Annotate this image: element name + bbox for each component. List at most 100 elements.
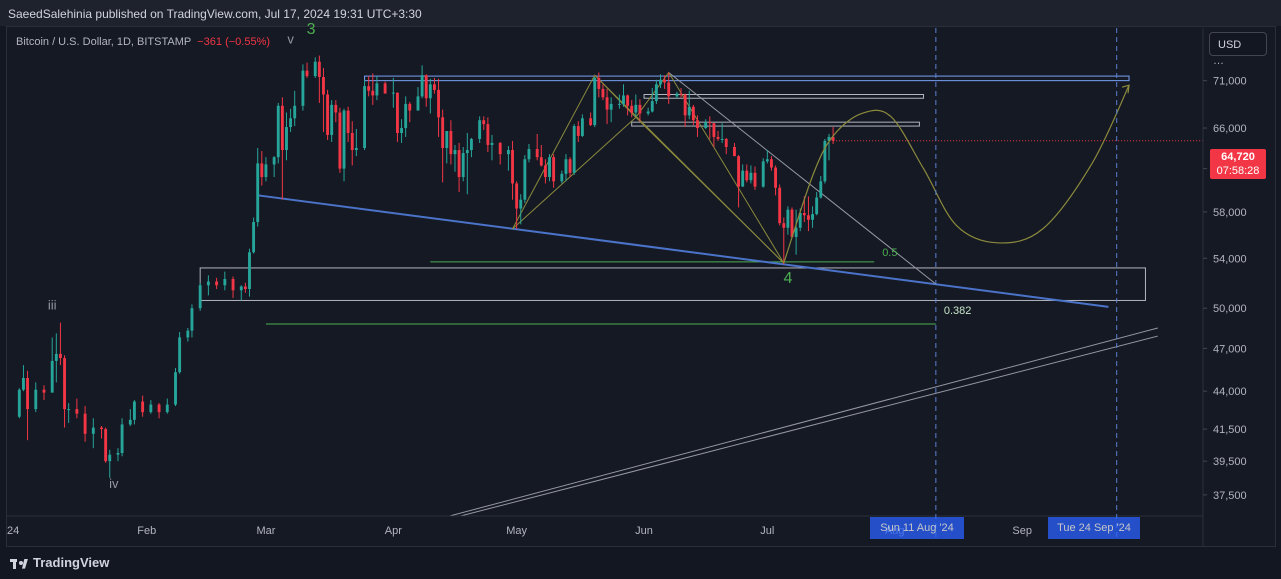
candle-body [63, 358, 66, 410]
candle-body [346, 110, 350, 133]
candle-body [724, 138, 728, 147]
candle-body [157, 404, 161, 413]
candle-body [568, 159, 572, 173]
candle-body [687, 106, 691, 116]
candle-body [811, 214, 814, 220]
candle-body [165, 404, 169, 413]
candle-body [564, 159, 568, 174]
candle-body [404, 103, 408, 129]
demand-zone-box [199, 267, 1146, 301]
candle-body [313, 61, 317, 77]
candle-body [375, 83, 379, 96]
candle-body [519, 199, 523, 209]
publisher-line: SaeedSalehinia published on TradingView.… [8, 7, 422, 21]
candle-body [498, 142, 502, 155]
currency-button[interactable]: USD [1209, 32, 1267, 56]
candle-body [223, 279, 227, 286]
candle-body [527, 149, 531, 160]
last-price-label: 64,720 07:58:28 [1210, 149, 1266, 179]
fib-level-label: 0.382 [944, 305, 972, 317]
y-tick-label: 71,000 [1213, 76, 1247, 88]
candle-body [749, 172, 753, 181]
date-marker-aug: Sun 11 Aug '24 [870, 517, 964, 539]
candle-body [17, 389, 21, 417]
candle-body [815, 197, 819, 215]
candle-body [243, 286, 247, 290]
candle-body [256, 163, 260, 223]
candle-body [679, 93, 683, 95]
candle-body [741, 170, 745, 187]
tradingview-logo-icon [10, 558, 28, 569]
x-tick-label: Jul [760, 525, 774, 537]
candle-body [593, 77, 597, 126]
candle-body [42, 389, 46, 393]
candle-body [141, 401, 145, 413]
y-tick-label: 44,000 [1213, 386, 1247, 398]
date-marker-sep: Tue 24 Sep '24 [1048, 517, 1140, 539]
candle-body [301, 70, 305, 106]
candle-body [391, 92, 395, 94]
x-tick-label: Apr [385, 525, 402, 537]
resistance-zone-box [643, 94, 925, 99]
candle-body [186, 330, 190, 338]
candle-body [720, 138, 724, 140]
declining-trendline [668, 72, 937, 285]
pattern-leg [594, 74, 785, 264]
candle-body [174, 372, 177, 405]
candle-body [54, 353, 58, 361]
y-tick-label: 58,000 [1213, 207, 1247, 219]
plot-area [17, 55, 1203, 516]
candle-body [408, 103, 412, 111]
candle-body [104, 429, 108, 462]
candle-body [543, 165, 547, 178]
candle-body [552, 157, 556, 182]
candle-body [580, 118, 584, 136]
candle-body [350, 132, 354, 151]
candle-body [424, 75, 428, 99]
candle-body [802, 213, 806, 216]
candle-body [367, 86, 371, 91]
candle-body [515, 183, 519, 209]
candle-body [280, 105, 284, 151]
candle-body [622, 95, 625, 104]
candle-body [453, 150, 457, 155]
candle-body [523, 159, 527, 200]
candle-body [486, 124, 490, 145]
candle-body [132, 401, 136, 420]
projection-arrow-head [1121, 84, 1130, 94]
tradingview-logo[interactable]: TradingView [10, 555, 109, 570]
candle-body [745, 170, 749, 181]
candle-body [198, 285, 202, 309]
candle-body [264, 164, 268, 178]
candle-body [34, 389, 38, 410]
candle-body [428, 84, 432, 99]
wave-label: iv [109, 476, 119, 491]
candle-body [190, 308, 194, 331]
x-tick-label: Mar [256, 525, 275, 537]
wave-label: 3 [307, 21, 316, 38]
candle-body [178, 337, 182, 373]
candle-body [765, 159, 769, 162]
candle-body [465, 150, 469, 154]
symbol-name: Bitcoin / U.S. Dollar, 1D, BITSTAMP [16, 36, 192, 48]
candle-body [342, 110, 346, 169]
candle-body [383, 83, 387, 94]
candle-body [50, 360, 54, 393]
support-trendline [257, 194, 1109, 308]
y-tick-label: 66,000 [1213, 123, 1247, 135]
price-change: −361 (−0.55%) [197, 36, 271, 48]
candle-body [22, 378, 25, 390]
candle-body [461, 153, 465, 178]
candle-body [289, 118, 293, 128]
candle-body [761, 161, 765, 187]
candle-body [683, 94, 687, 116]
candle-body [712, 123, 716, 137]
rising-channel-line [458, 335, 1158, 516]
candle-body [650, 101, 654, 112]
candle-body [91, 427, 95, 434]
candle-body [445, 130, 449, 149]
candle-body [638, 104, 642, 114]
y-tick-label: 37,500 [1213, 490, 1247, 502]
candle-body [272, 157, 276, 165]
